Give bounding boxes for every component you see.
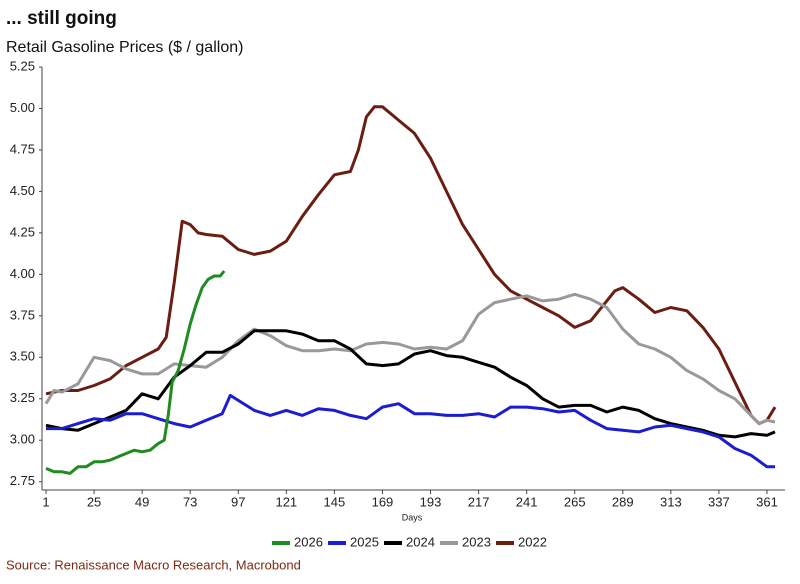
series-line <box>45 270 226 475</box>
x-axis-label: Days <box>402 512 423 522</box>
y-tick-label: 2.75 <box>10 473 35 488</box>
x-tick-label: 361 <box>756 494 778 509</box>
y-tick-label: 4.50 <box>10 183 35 198</box>
x-tick-label: 289 <box>612 494 634 509</box>
x-tick-label: 73 <box>183 494 197 509</box>
x-tick-label: 49 <box>135 494 149 509</box>
y-tick-label: 3.75 <box>10 307 35 322</box>
series-line <box>45 105 777 426</box>
legend-label: 2026 <box>294 534 323 549</box>
x-tick-label: 337 <box>708 494 730 509</box>
legend-label: 2022 <box>518 534 547 549</box>
x-tick-label: 169 <box>372 494 394 509</box>
x-tick-label: 217 <box>468 494 490 509</box>
y-tick-label: 5.25 <box>10 58 35 73</box>
legend-label: 2024 <box>406 534 435 549</box>
series-line <box>46 393 775 469</box>
chart-title: ... still going <box>6 8 117 29</box>
y-tick-label: 3.25 <box>10 390 35 405</box>
legend-label: 2025 <box>350 534 379 549</box>
x-tick-label: 313 <box>660 494 682 509</box>
x-tick-label: 121 <box>275 494 297 509</box>
x-tick-label: 241 <box>516 494 538 509</box>
y-tick-label: 3.50 <box>10 349 35 364</box>
y-tick-label: 5.00 <box>10 100 35 115</box>
y-tick-label: 4.25 <box>10 224 35 239</box>
series-line <box>44 292 776 426</box>
x-tick-label: 1 <box>42 494 49 509</box>
chart-subtitle: Retail Gasoline Prices ($ / gallon) <box>6 39 243 56</box>
series-line <box>45 329 776 439</box>
x-tick-label: 265 <box>564 494 586 509</box>
y-tick-label: 4.00 <box>10 266 35 281</box>
x-tick-label: 97 <box>231 494 245 509</box>
y-tick-label: 4.75 <box>10 141 35 156</box>
y-tick-label: 3.00 <box>10 432 35 447</box>
legend-label: 2023 <box>462 534 491 549</box>
source-note: Source: Renaissance Macro Research, Macr… <box>6 557 301 572</box>
x-tick-label: 25 <box>87 494 101 509</box>
x-tick-label: 145 <box>324 494 346 509</box>
x-tick-label: 193 <box>420 494 442 509</box>
